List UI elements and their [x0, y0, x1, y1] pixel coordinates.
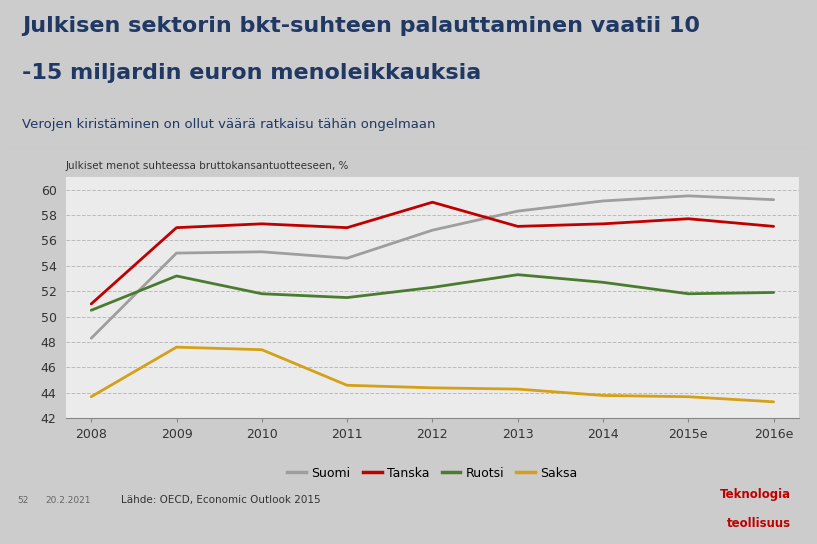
Text: Lähde: OECD, Economic Outlook 2015: Lähde: OECD, Economic Outlook 2015 [122, 496, 321, 505]
Text: Verojen kiristäminen on ollut väärä ratkaisu tähän ongelmaan: Verojen kiristäminen on ollut väärä ratk… [22, 118, 435, 131]
Text: 52: 52 [18, 496, 29, 505]
Text: Julkisen sektorin bkt-suhteen palauttaminen vaatii 10: Julkisen sektorin bkt-suhteen palauttami… [22, 16, 700, 36]
Text: 20.2.2021: 20.2.2021 [46, 496, 92, 505]
Text: Teknologia: Teknologia [720, 488, 791, 501]
Text: Julkiset menot suhteessa bruttokansantuotteeseen, %: Julkiset menot suhteessa bruttokansantuo… [65, 162, 349, 171]
Legend: Suomi, Tanska, Ruotsi, Saksa: Suomi, Tanska, Ruotsi, Saksa [283, 461, 583, 485]
Text: teollisuus: teollisuus [727, 517, 791, 530]
Text: -15 miljardin euron menoleikkauksia: -15 miljardin euron menoleikkauksia [22, 63, 481, 83]
